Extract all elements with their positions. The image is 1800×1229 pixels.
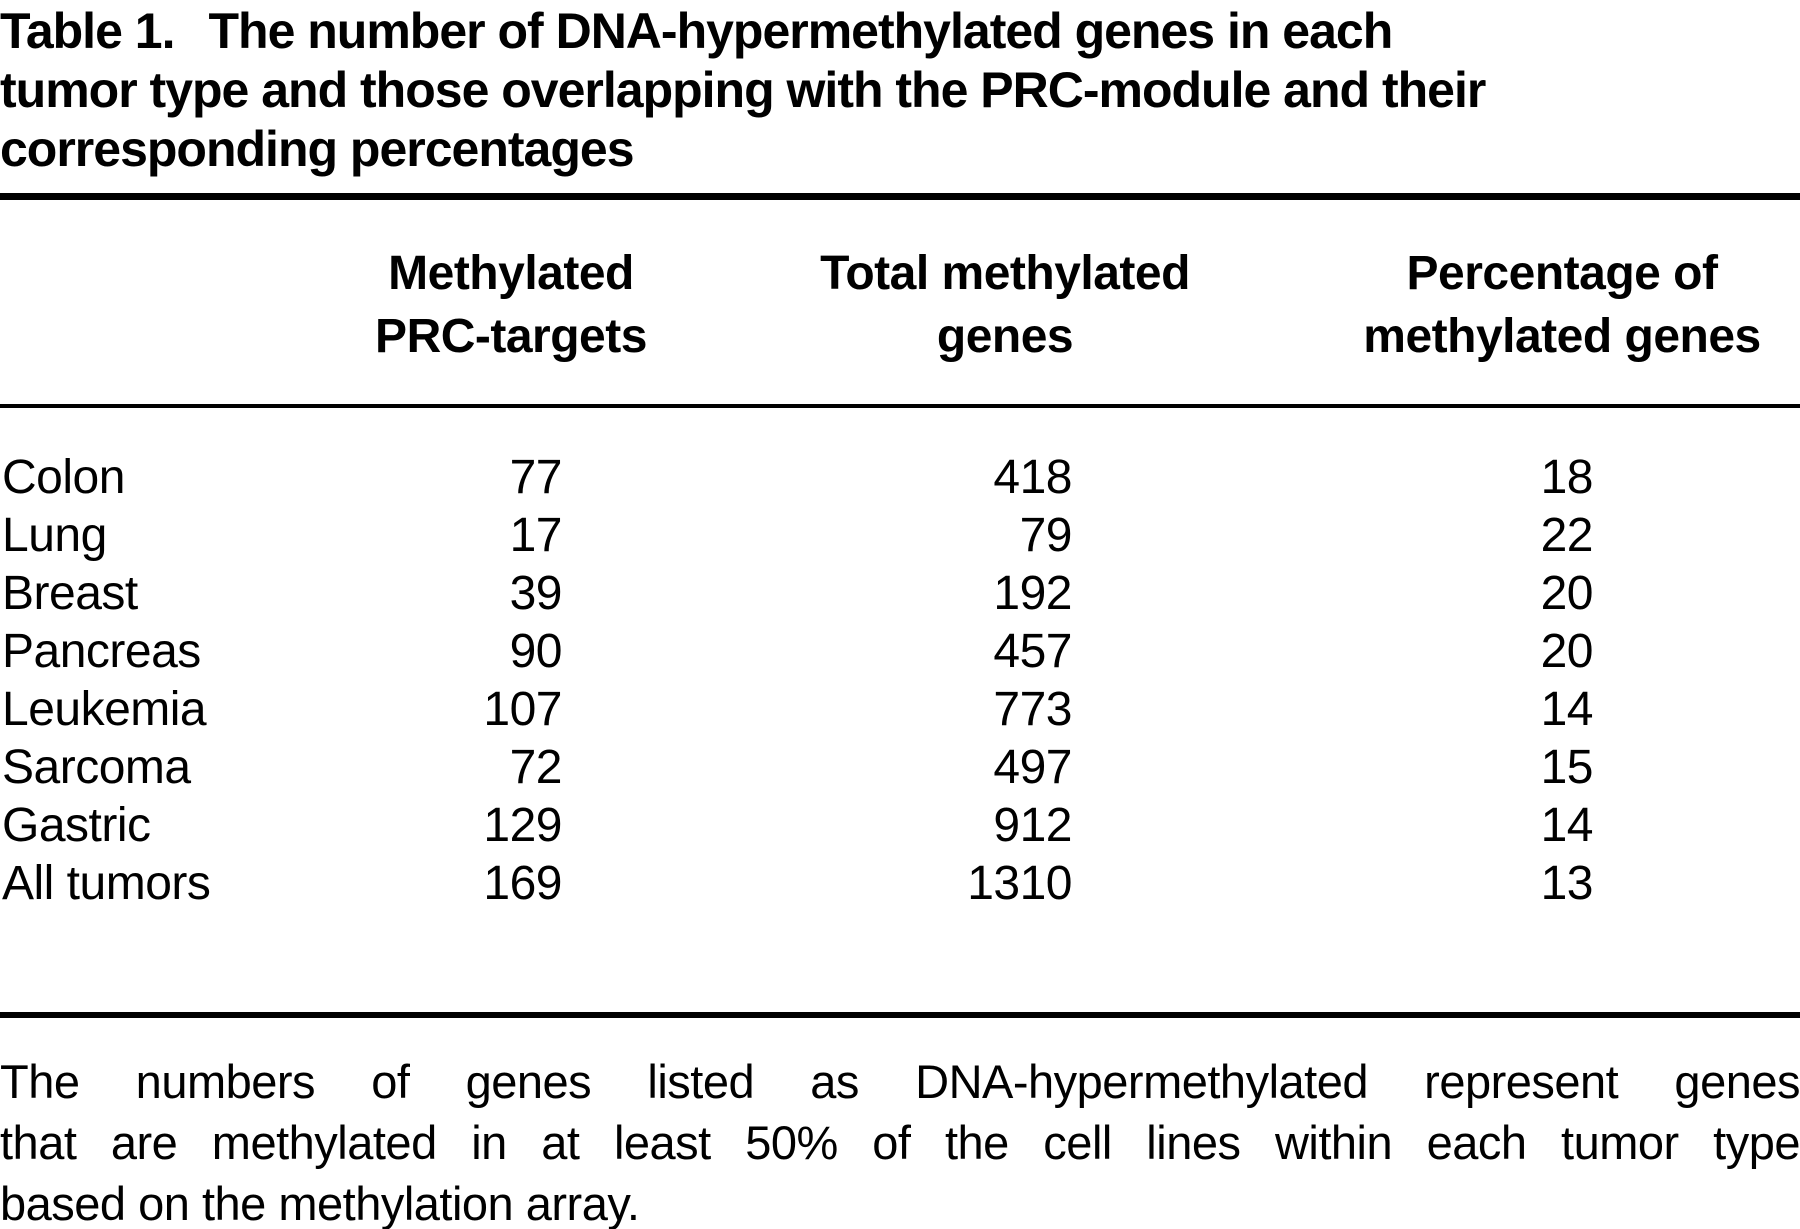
caption-line-1: Table 1. The number of DNA-hypermethylate… (0, 2, 1800, 61)
header-corner-cell (0, 200, 250, 406)
table-row-all-tumors: All tumors 169 1310 13 (0, 855, 1800, 1012)
header-line: PRC-targets (375, 310, 647, 363)
header-line: methylated genes (1363, 310, 1761, 363)
header-methylated-prc-targets: Methylated PRC-targets (250, 200, 772, 406)
table-footnote: The numbers of genes listed as DNA-hyper… (0, 1051, 1800, 1229)
data-table: Methylated PRC-targets Total methylated … (0, 200, 1800, 1012)
tumor-type-cell: Colon (2, 451, 125, 504)
caption-line-2: tumor type and those overlapping with th… (0, 62, 1486, 118)
percentage-cell: 20 (1540, 567, 1594, 620)
bottom-rule (0, 1012, 1800, 1018)
table-row-pancreas: Pancreas 90 457 20 (0, 623, 1800, 681)
table-row-leukemia: Leukemia 107 773 14 (0, 681, 1800, 739)
table-body: Colon 77 418 18 Lung 17 79 22 Breast 39 … (0, 406, 1800, 1012)
caption-line-1-text: The number of DNA-hypermethylated genes … (208, 3, 1393, 59)
table-header: Methylated PRC-targets Total methylated … (0, 200, 1800, 406)
header-percentage-methylated-genes: Percentage of methylated genes (1238, 200, 1800, 406)
total-methylated-genes-cell: 79 (1019, 509, 1073, 562)
total-methylated-genes-cell: 418 (993, 451, 1072, 504)
caption-line-3: corresponding percentages (0, 121, 635, 177)
methylated-prc-targets-cell: 77 (509, 451, 563, 504)
tumor-type-cell: Lung (2, 509, 107, 562)
table-row-lung: Lung 17 79 22 (0, 507, 1800, 565)
percentage-cell: 20 (1540, 625, 1594, 678)
methylated-prc-targets-cell: 169 (483, 857, 562, 910)
tumor-type-cell: Sarcoma (2, 741, 191, 794)
top-rule (0, 193, 1800, 200)
table-caption: Table 1. The number of DNA-hypermethylate… (0, 0, 1800, 179)
total-methylated-genes-cell: 497 (993, 741, 1072, 794)
tumor-type-cell: Leukemia (2, 683, 207, 736)
footnote-line-3: based on the methylation array. (0, 1177, 640, 1229)
methylated-prc-targets-cell: 90 (509, 625, 563, 678)
tumor-type-cell: Pancreas (2, 625, 201, 678)
table-number-label: Table 1. (0, 3, 175, 59)
header-line: Percentage of (1406, 247, 1718, 300)
total-methylated-genes-cell: 1310 (967, 857, 1072, 910)
footnote-line-2: that are methylated in at least 50% of t… (0, 1116, 1800, 1169)
tumor-type-cell: All tumors (2, 857, 211, 910)
table-row-sarcoma: Sarcoma 72 497 15 (0, 739, 1800, 797)
percentage-cell: 15 (1540, 741, 1594, 794)
header-row: Methylated PRC-targets Total methylated … (0, 200, 1800, 406)
percentage-cell: 14 (1540, 799, 1594, 852)
percentage-cell: 14 (1540, 683, 1594, 736)
total-methylated-genes-cell: 192 (993, 567, 1072, 620)
methylated-prc-targets-cell: 72 (509, 741, 563, 794)
header-line: Methylated (388, 247, 634, 300)
tumor-type-cell: Breast (2, 567, 138, 620)
header-line: Total methylated (820, 247, 1190, 300)
footnote-line-1: The numbers of genes listed as DNA-hyper… (0, 1055, 1800, 1108)
methylated-prc-targets-cell: 129 (483, 799, 562, 852)
total-methylated-genes-cell: 457 (993, 625, 1072, 678)
methylated-prc-targets-cell: 107 (483, 683, 562, 736)
tumor-type-cell: Gastric (2, 799, 151, 852)
table-row-colon: Colon 77 418 18 (0, 406, 1800, 507)
percentage-cell: 22 (1540, 509, 1594, 562)
methylated-prc-targets-cell: 17 (509, 509, 563, 562)
total-methylated-genes-cell: 912 (993, 799, 1072, 852)
percentage-cell: 13 (1540, 857, 1594, 910)
header-line: genes (936, 310, 1074, 363)
table-row-breast: Breast 39 192 20 (0, 565, 1800, 623)
methylated-prc-targets-cell: 39 (509, 567, 563, 620)
header-total-methylated-genes: Total methylated genes (772, 200, 1238, 406)
total-methylated-genes-cell: 773 (993, 683, 1072, 736)
percentage-cell: 18 (1540, 451, 1594, 504)
table-row-gastric: Gastric 129 912 14 (0, 797, 1800, 855)
